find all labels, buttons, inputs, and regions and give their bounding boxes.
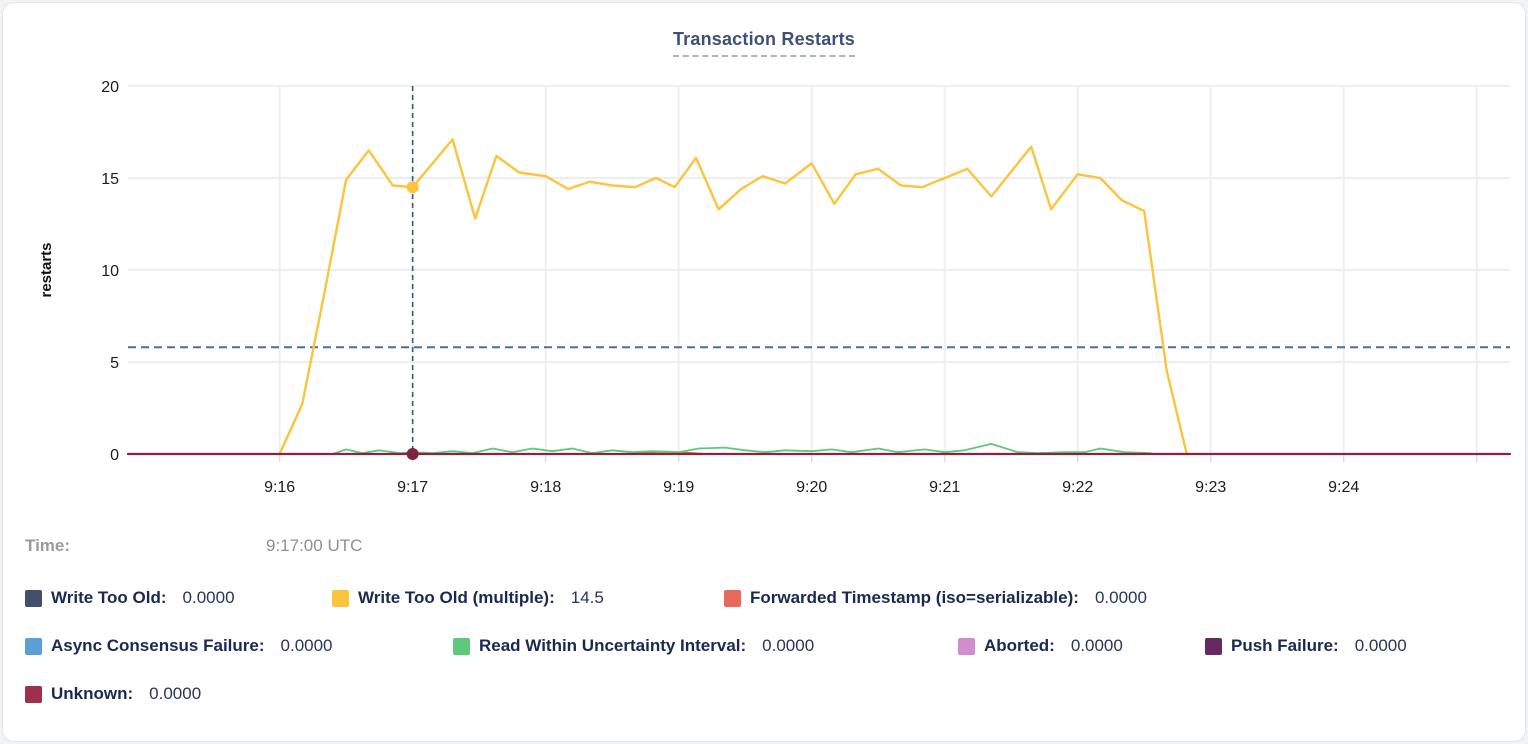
hover-time-label: Time: bbox=[25, 536, 71, 555]
y-tick-label: 20 bbox=[101, 79, 119, 96]
legend-label: Write Too Old: bbox=[51, 588, 167, 607]
y-tick-label: 15 bbox=[101, 171, 119, 188]
legend-value: 0.0000 bbox=[762, 636, 815, 655]
legend-swatch-read-within-uncertainty-interval bbox=[453, 637, 470, 655]
x-tick-label: 9:21 bbox=[929, 479, 960, 496]
x-tick-label: 9:19 bbox=[663, 479, 694, 496]
legend-item-write-too-old-multiple[interactable]: Write Too Old (multiple): 14.5 bbox=[332, 588, 604, 608]
legend-label: Write Too Old (multiple): bbox=[358, 588, 555, 607]
hover-points bbox=[406, 181, 419, 460]
legend-label: Forwarded Timestamp (iso=serializable): bbox=[750, 588, 1079, 607]
chart-title[interactable]: Transaction Restarts bbox=[672, 29, 856, 57]
legend-swatch-write-too-old-multiple bbox=[332, 589, 349, 607]
y-axis-title: restarts bbox=[38, 242, 55, 297]
x-tick-label: 9:20 bbox=[796, 479, 827, 496]
x-tick-label: 9:24 bbox=[1328, 479, 1359, 496]
legend-value: 14.5 bbox=[570, 588, 604, 607]
series-lines bbox=[126, 138, 1512, 456]
legend-swatch-async-consensus-failure bbox=[25, 637, 42, 655]
x-tick-label: 9:16 bbox=[264, 479, 295, 496]
legend-swatch-aborted bbox=[958, 637, 975, 655]
hover-point-write-too-old-multiple bbox=[406, 181, 419, 194]
legend-label: Async Consensus Failure: bbox=[51, 636, 265, 655]
chart-title-wrap: Transaction Restarts bbox=[3, 29, 1525, 57]
y-tick-label: 10 bbox=[101, 263, 119, 280]
y-tick-label: 0 bbox=[110, 447, 119, 464]
legend-label: Read Within Uncertainty Interval: bbox=[479, 636, 747, 655]
legend-label: Aborted: bbox=[984, 636, 1055, 655]
legend-value: 0.0000 bbox=[1354, 636, 1407, 655]
hover-time-value: 9:17:00 UTC bbox=[266, 536, 363, 555]
transaction-restarts-chart[interactable]: 9:16 9:17 9:18 9:19 9:20 9:21 9:22 9:23 9:24 0 5 10… bbox=[3, 3, 1526, 515]
legend-label: Push Failure: bbox=[1231, 636, 1339, 655]
legend-value: 0.0000 bbox=[182, 588, 235, 607]
legend-item-async-consensus-failure[interactable]: Async Consensus Failure: 0.0000 bbox=[25, 636, 333, 656]
legend-item-push-failure[interactable]: Push Failure: 0.0000 bbox=[1205, 636, 1407, 656]
legend-value: 0.0000 bbox=[1070, 636, 1123, 655]
hover-time-row: Time: 9:17:00 UTC bbox=[25, 536, 625, 556]
legend-swatch-unknown bbox=[25, 685, 42, 703]
x-tick-label: 9:18 bbox=[530, 479, 561, 496]
legend-item-aborted[interactable]: Aborted: 0.0000 bbox=[958, 636, 1123, 656]
x-tick-marks bbox=[278, 454, 1478, 462]
legend-item-write-too-old[interactable]: Write Too Old: 0.0000 bbox=[25, 588, 235, 608]
x-tick-label: 9:23 bbox=[1195, 479, 1226, 496]
hover-point-unknown bbox=[406, 448, 419, 460]
series-line-read-within-uncertainty-interval bbox=[331, 442, 1152, 455]
legend-item-read-within-uncertainty-interval[interactable]: Read Within Uncertainty Interval: 0.0000 bbox=[453, 636, 814, 656]
y-tick-label: 5 bbox=[110, 355, 119, 372]
x-tick-label: 9:17 bbox=[397, 479, 428, 496]
legend-swatch-push-failure bbox=[1205, 637, 1222, 655]
legend-value: 0.0000 bbox=[1094, 588, 1147, 607]
legend-value: 0.0000 bbox=[280, 636, 333, 655]
legend-item-forwarded-timestamp-iso-serializable[interactable]: Forwarded Timestamp (iso=serializable): 0… bbox=[724, 588, 1147, 608]
series-line-write-too-old-multiple bbox=[278, 138, 1189, 456]
x-tick-label: 9:22 bbox=[1062, 479, 1093, 496]
x-axis-labels: 9:16 9:17 9:18 9:19 9:20 9:21 9:22 9:23 9:24 bbox=[264, 479, 1359, 496]
legend-value: 0.0000 bbox=[149, 684, 202, 703]
h-gridlines bbox=[128, 85, 1510, 455]
legend-label: Unknown: bbox=[51, 684, 134, 703]
legend-swatch-forwarded-timestamp-iso-serializable bbox=[724, 589, 741, 607]
y-axis-labels: 0 5 10 15 20 bbox=[101, 79, 119, 464]
legend-swatch-write-too-old bbox=[25, 589, 42, 607]
legend-item-unknown[interactable]: Unknown: 0.0000 bbox=[25, 684, 201, 704]
v-gridlines bbox=[278, 86, 1478, 454]
legend: Write Too Old: 0.0000 Write Too Old (multi… bbox=[3, 3, 1525, 741]
